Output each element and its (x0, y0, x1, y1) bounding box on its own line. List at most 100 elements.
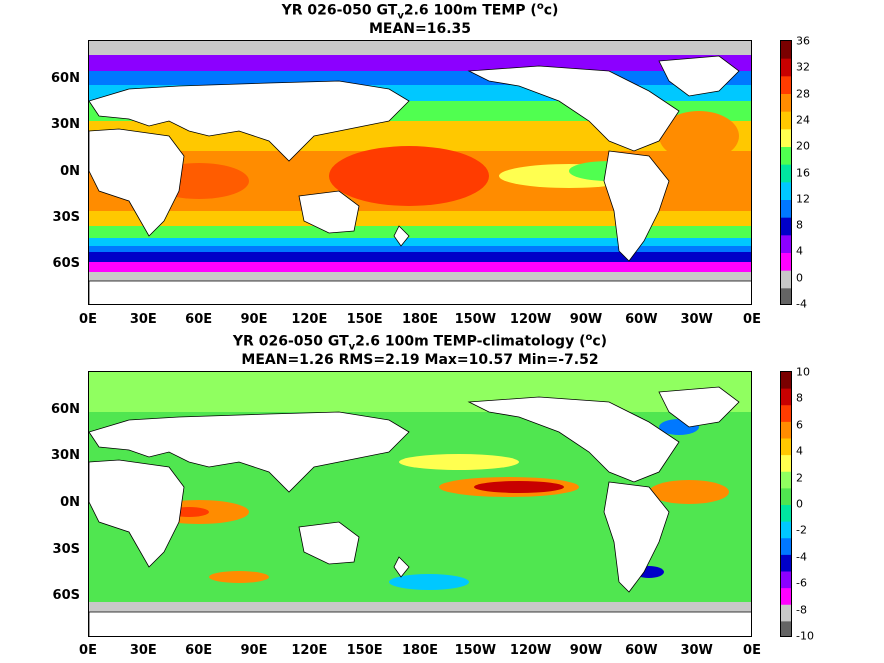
colorbar-segment (781, 505, 791, 523)
colorbar-segment (781, 471, 791, 489)
lon-tick-label: 150E (346, 312, 383, 327)
colorbar-tick-label: -4 (796, 297, 807, 311)
panel2-title: YR 026-050 GTv2.6 100m TEMP-climatology … (232, 332, 608, 353)
colorbar-segment (781, 200, 791, 219)
colorbar-tick-label: 4 (796, 444, 803, 458)
lon-tick-label: 180E (401, 643, 439, 658)
lon-tick-label: 0E (743, 643, 761, 658)
lat-tick-label: 0N (60, 495, 80, 510)
panel1-colorbar-svg (781, 41, 791, 304)
lon-tick-label: 60E (185, 312, 213, 327)
lon-tick-label: 60W (625, 643, 658, 658)
lat-tick-label: 60N (51, 70, 80, 86)
lon-tick-label: 30E (129, 312, 157, 327)
lon-tick-label: 0E (79, 312, 97, 327)
lon-tick-label: 60W (625, 312, 658, 327)
colorbar-tick-label: 0 (796, 271, 803, 285)
colorbar-tick-label: -6 (796, 576, 807, 590)
lat-tick-label: 0N (60, 163, 80, 179)
lon-tick-label: 120E (291, 643, 328, 658)
colorbar-tick-label: 4 (796, 244, 803, 258)
colorbar-segment (781, 235, 791, 254)
lat-tick-label: 60S (52, 256, 80, 272)
colorbar-segment (781, 147, 791, 166)
panel2-map (88, 371, 752, 637)
lon-tick-label: 90E (240, 312, 268, 327)
lat-tick-label: 30N (51, 448, 80, 464)
colorbar-tick-label: -10 (796, 629, 814, 643)
colorbar-tick-label: 36 (796, 34, 810, 48)
panel1-map (88, 40, 752, 305)
colorbar-tick-label: 32 (796, 60, 810, 74)
colorbar-segment (781, 455, 791, 473)
lon-tick-label: 0E (79, 643, 97, 658)
colorbar-tick-label: 20 (796, 139, 810, 153)
colorbar-tick-label: -2 (796, 523, 807, 537)
colorbar-segment (781, 438, 791, 456)
lon-tick-label: 60E (185, 643, 213, 658)
colorbar-segment (781, 405, 791, 423)
colorbar-segment (781, 129, 791, 148)
colorbar-segment (781, 58, 791, 77)
colorbar-segment (781, 372, 791, 390)
lon-tick-label: 90W (569, 643, 603, 658)
lon-tick-label: 150E (346, 643, 383, 658)
colorbar-segment (781, 621, 791, 636)
lon-tick-label: 30E (129, 643, 157, 658)
colorbar-segment (781, 571, 791, 589)
colorbar-tick-label: -4 (796, 550, 807, 564)
lon-tick-label: 150W (454, 312, 497, 327)
panel1-title: YR 026-050 GTv2.6 100m TEMP (oc) (281, 1, 559, 22)
lon-tick-label: 180E (401, 312, 439, 327)
panel2-stats: MEAN=1.26 RMS=2.19 Max=10.57 Min=-7.52 (241, 352, 599, 368)
colorbar-tick-label: 16 (796, 166, 810, 179)
colorbar-segment (781, 182, 791, 201)
lon-tick-label: 0E (743, 312, 761, 327)
lat-tick-label: 60N (51, 401, 80, 417)
colorbar-tick-label: -8 (796, 603, 807, 617)
panel2-colorbar (780, 371, 792, 637)
colorbar-tick-label: 12 (796, 192, 810, 206)
colorbar-tick-label: 8 (796, 391, 803, 405)
colorbar-tick-label: 24 (796, 113, 810, 127)
colorbar-segment (781, 588, 791, 606)
lon-tick-label: 120E (291, 312, 328, 327)
lon-tick-label: 30W (680, 643, 713, 658)
colorbar-tick-label: 0 (796, 497, 803, 511)
panel1-field-svg (89, 41, 751, 304)
colorbar-segment (781, 421, 791, 439)
panel2-colorbar-svg (781, 372, 791, 636)
colorbar-segment (781, 217, 791, 236)
lon-tick-label: 120W (509, 312, 552, 327)
panel1-colorbar (780, 40, 792, 305)
colorbar-segment (781, 94, 791, 113)
lat-tick-label: 30S (52, 209, 80, 225)
colorbar-segment (781, 521, 791, 539)
lat-tick-label: 60S (52, 588, 80, 604)
colorbar-segment (781, 253, 791, 272)
lon-tick-label: 120W (509, 643, 552, 658)
panel1-stats: MEAN=16.35 (368, 21, 472, 37)
lat-tick-label: 30S (52, 541, 80, 557)
panel2-field-svg (89, 372, 751, 636)
colorbar-tick-label: 10 (796, 365, 810, 379)
colorbar-segment (781, 111, 791, 130)
colorbar-tick-label: 8 (796, 218, 803, 232)
lat-tick-label: 30N (51, 117, 80, 133)
colorbar-segment (781, 604, 791, 622)
colorbar-segment (781, 164, 791, 183)
colorbar-segment (781, 41, 791, 60)
colorbar-tick-label: 6 (796, 418, 803, 432)
lon-tick-label: 90E (240, 643, 268, 658)
colorbar-segment (781, 76, 791, 95)
colorbar-tick-label: 28 (796, 87, 810, 101)
colorbar-segment (781, 554, 791, 572)
lon-tick-label: 90W (569, 312, 603, 327)
colorbar-tick-label: 2 (796, 471, 803, 485)
colorbar-segment (781, 288, 791, 304)
lon-tick-label: 30W (680, 312, 713, 327)
colorbar-segment (781, 270, 791, 289)
colorbar-segment (781, 538, 791, 556)
lon-tick-label: 150W (454, 643, 497, 658)
colorbar-segment (781, 488, 791, 506)
